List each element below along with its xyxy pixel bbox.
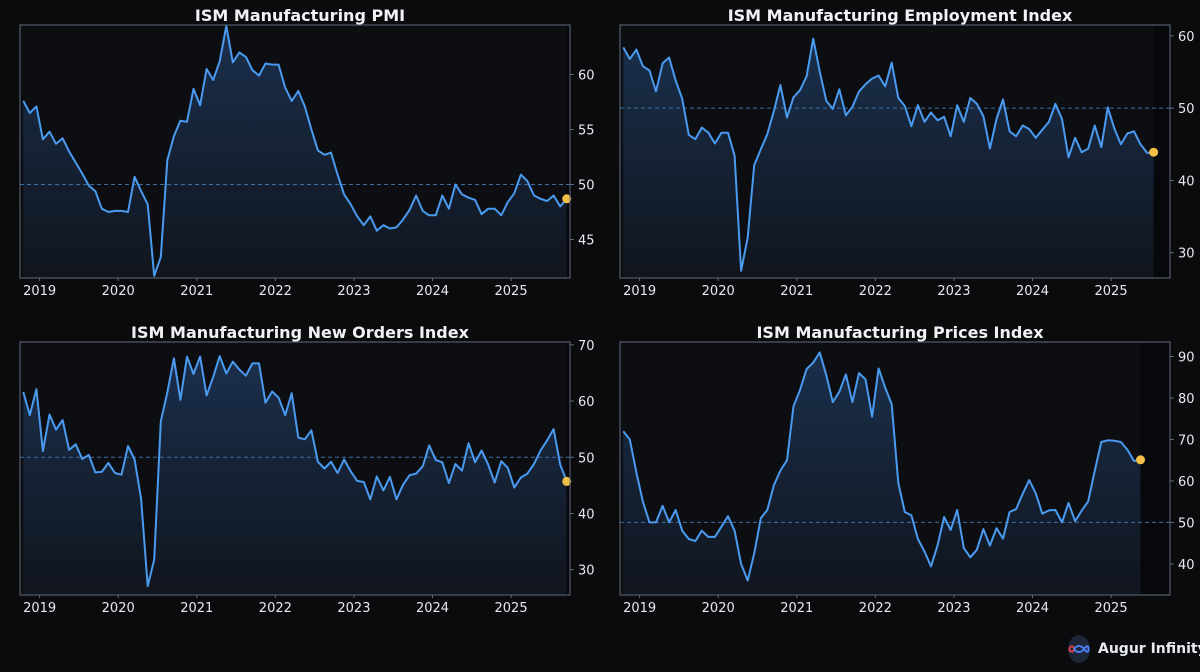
x-tick-label: 2020: [702, 601, 735, 616]
series-line: [22, 355, 568, 587]
x-tick-label: 2021: [180, 284, 213, 299]
plot-frame: [19, 341, 571, 596]
y-tick-label: 50: [1178, 102, 1195, 117]
y-tick-label: 60: [1178, 475, 1195, 490]
plot-frame: [619, 341, 1171, 596]
x-tick-label: 2021: [780, 284, 813, 299]
x-tick-label: 2024: [1016, 284, 1049, 299]
x-tick-label: 2024: [416, 284, 449, 299]
area-fill: [23, 26, 567, 278]
series-line: [622, 351, 1141, 582]
chart-pmi: ISM Manufacturing PMI 45 50 55 60 2019 2020 20…: [19, 6, 595, 299]
y-tick-label: 60: [1178, 30, 1195, 45]
plot-frame: [19, 24, 571, 279]
latest-point-marker: [1136, 455, 1146, 465]
y-tick-label: 40: [578, 507, 595, 522]
x-tick-label: 2025: [1095, 601, 1128, 616]
x-tick-label: 2022: [859, 284, 892, 299]
y-tick-label: 50: [578, 179, 595, 194]
y-tick-label: 80: [1178, 392, 1195, 407]
x-tick-label: 2020: [702, 284, 735, 299]
x-tick-label: 2019: [23, 284, 56, 299]
forecast-strip: [566, 25, 570, 278]
x-tick-label: 2024: [416, 601, 449, 616]
series-line: [622, 37, 1154, 272]
latest-point-marker: [562, 194, 572, 204]
chart-prices: ISM Manufacturing Prices Index 40 50 60 70 8…: [619, 323, 1195, 616]
y-tick-label: 60: [578, 69, 595, 84]
x-tick-label: 2023: [937, 284, 970, 299]
x-tick-label: 2019: [623, 601, 656, 616]
infinity-logo-icon: [1068, 635, 1090, 663]
x-tick-label: 2023: [937, 601, 970, 616]
x-tick-label: 2020: [102, 601, 135, 616]
area-fill: [623, 38, 1154, 279]
x-tick-label: 2021: [180, 601, 213, 616]
x-tick-label: 2022: [259, 601, 292, 616]
forecast-strip: [1153, 25, 1170, 278]
latest-point-marker: [1149, 147, 1159, 157]
brand-name: Augur Infinity: [1098, 641, 1200, 657]
x-tick-label: 2023: [337, 284, 370, 299]
y-tick-label: 90: [1178, 351, 1195, 366]
x-tick-label: 2025: [495, 601, 528, 616]
x-tick-label: 2024: [1016, 601, 1049, 616]
forecast-strip: [1140, 342, 1170, 595]
chart-title: ISM Manufacturing Employment Index: [728, 6, 1073, 25]
x-tick-label: 2020: [102, 284, 135, 299]
forecast-strip: [566, 342, 570, 595]
plot-frame: [619, 24, 1171, 279]
y-tick-label: 50: [578, 451, 595, 466]
chart-title: ISM Manufacturing New Orders Index: [131, 323, 470, 342]
chart-new-orders: ISM Manufacturing New Orders Index 30 40 5…: [19, 323, 595, 616]
chart-employment: ISM Manufacturing Employment Index 30 40 5…: [619, 6, 1195, 299]
y-tick-label: 40: [1178, 174, 1195, 189]
y-tick-label: 30: [1178, 247, 1195, 262]
brand: Augur Infinity: [1068, 634, 1200, 664]
x-tick-label: 2019: [623, 284, 656, 299]
chart-title: ISM Manufacturing Prices Index: [756, 323, 1044, 342]
y-tick-label: 45: [578, 234, 595, 249]
area-fill: [23, 356, 567, 595]
y-tick-label: 70: [1178, 433, 1195, 448]
x-tick-label: 2022: [259, 284, 292, 299]
latest-point-marker: [562, 476, 572, 486]
y-tick-label: 50: [1178, 516, 1195, 531]
y-tick-label: 70: [578, 339, 595, 354]
x-tick-label: 2019: [23, 601, 56, 616]
y-tick-label: 40: [1178, 558, 1195, 573]
x-tick-label: 2021: [780, 601, 813, 616]
series-line: [22, 25, 568, 277]
y-tick-label: 30: [578, 564, 595, 579]
area-fill: [623, 352, 1141, 595]
chart-title: ISM Manufacturing PMI: [195, 6, 405, 25]
y-tick-label: 55: [578, 124, 595, 139]
x-tick-label: 2025: [1095, 284, 1128, 299]
y-tick-label: 60: [578, 395, 595, 410]
x-tick-label: 2025: [495, 284, 528, 299]
x-tick-label: 2023: [337, 601, 370, 616]
x-tick-label: 2022: [859, 601, 892, 616]
